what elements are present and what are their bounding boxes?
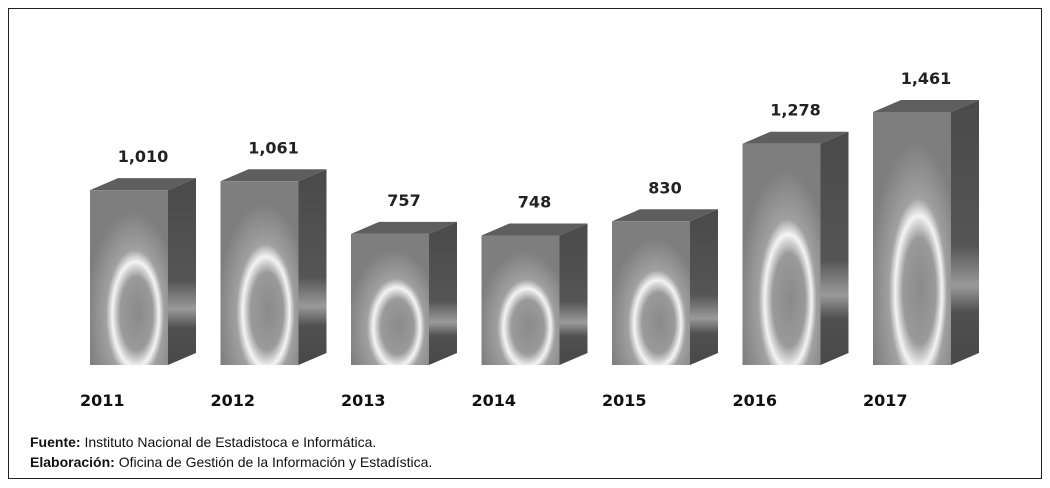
x-tick-label: 2017 — [863, 391, 908, 410]
bar — [220, 181, 299, 365]
value-label: 1,278 — [770, 101, 821, 120]
value-label: 748 — [518, 192, 551, 211]
note-2: Elaboración: Oficina de Gestión de la In… — [30, 454, 432, 470]
bar-top — [351, 221, 457, 234]
x-tick-label: 2015 — [602, 391, 647, 410]
bar — [351, 233, 429, 365]
bar-top — [481, 223, 588, 236]
x-tick-label: 2016 — [733, 391, 778, 410]
bar-side — [298, 169, 327, 365]
x-tick-label: 2011 — [80, 391, 125, 410]
bar-top — [90, 178, 196, 191]
value-label: 1,461 — [901, 69, 952, 88]
bar — [90, 190, 168, 365]
bar-side — [429, 221, 457, 365]
bar-side — [559, 223, 588, 365]
note-text: Instituto Nacional de Estadistoca e Info… — [84, 434, 376, 450]
bar — [873, 112, 951, 365]
note-label: Fuente: — [30, 434, 81, 450]
bar-side — [690, 209, 718, 365]
bar-top — [742, 131, 849, 144]
bar-top — [612, 209, 718, 222]
bar-side — [820, 131, 849, 365]
value-label: 830 — [648, 178, 681, 197]
bar-side — [951, 100, 979, 365]
x-tick-label: 2013 — [341, 391, 386, 410]
bar — [742, 143, 821, 365]
bar-side — [168, 178, 196, 365]
value-label: 1,010 — [118, 147, 169, 166]
bar — [481, 235, 560, 365]
note-1: Fuente: Instituto Nacional de Estadistoc… — [30, 434, 376, 450]
value-label: 1,061 — [248, 138, 299, 157]
note-label: Elaboración: — [30, 454, 115, 470]
x-tick-label: 2014 — [472, 391, 517, 410]
bar-top — [873, 100, 979, 112]
bar-top — [220, 169, 327, 182]
x-tick-label: 2012 — [211, 391, 256, 410]
bar — [612, 221, 690, 365]
value-label: 757 — [387, 191, 420, 210]
note-text: Oficina de Gestión de la Información y E… — [119, 454, 433, 470]
frame — [8, 8, 1042, 479]
